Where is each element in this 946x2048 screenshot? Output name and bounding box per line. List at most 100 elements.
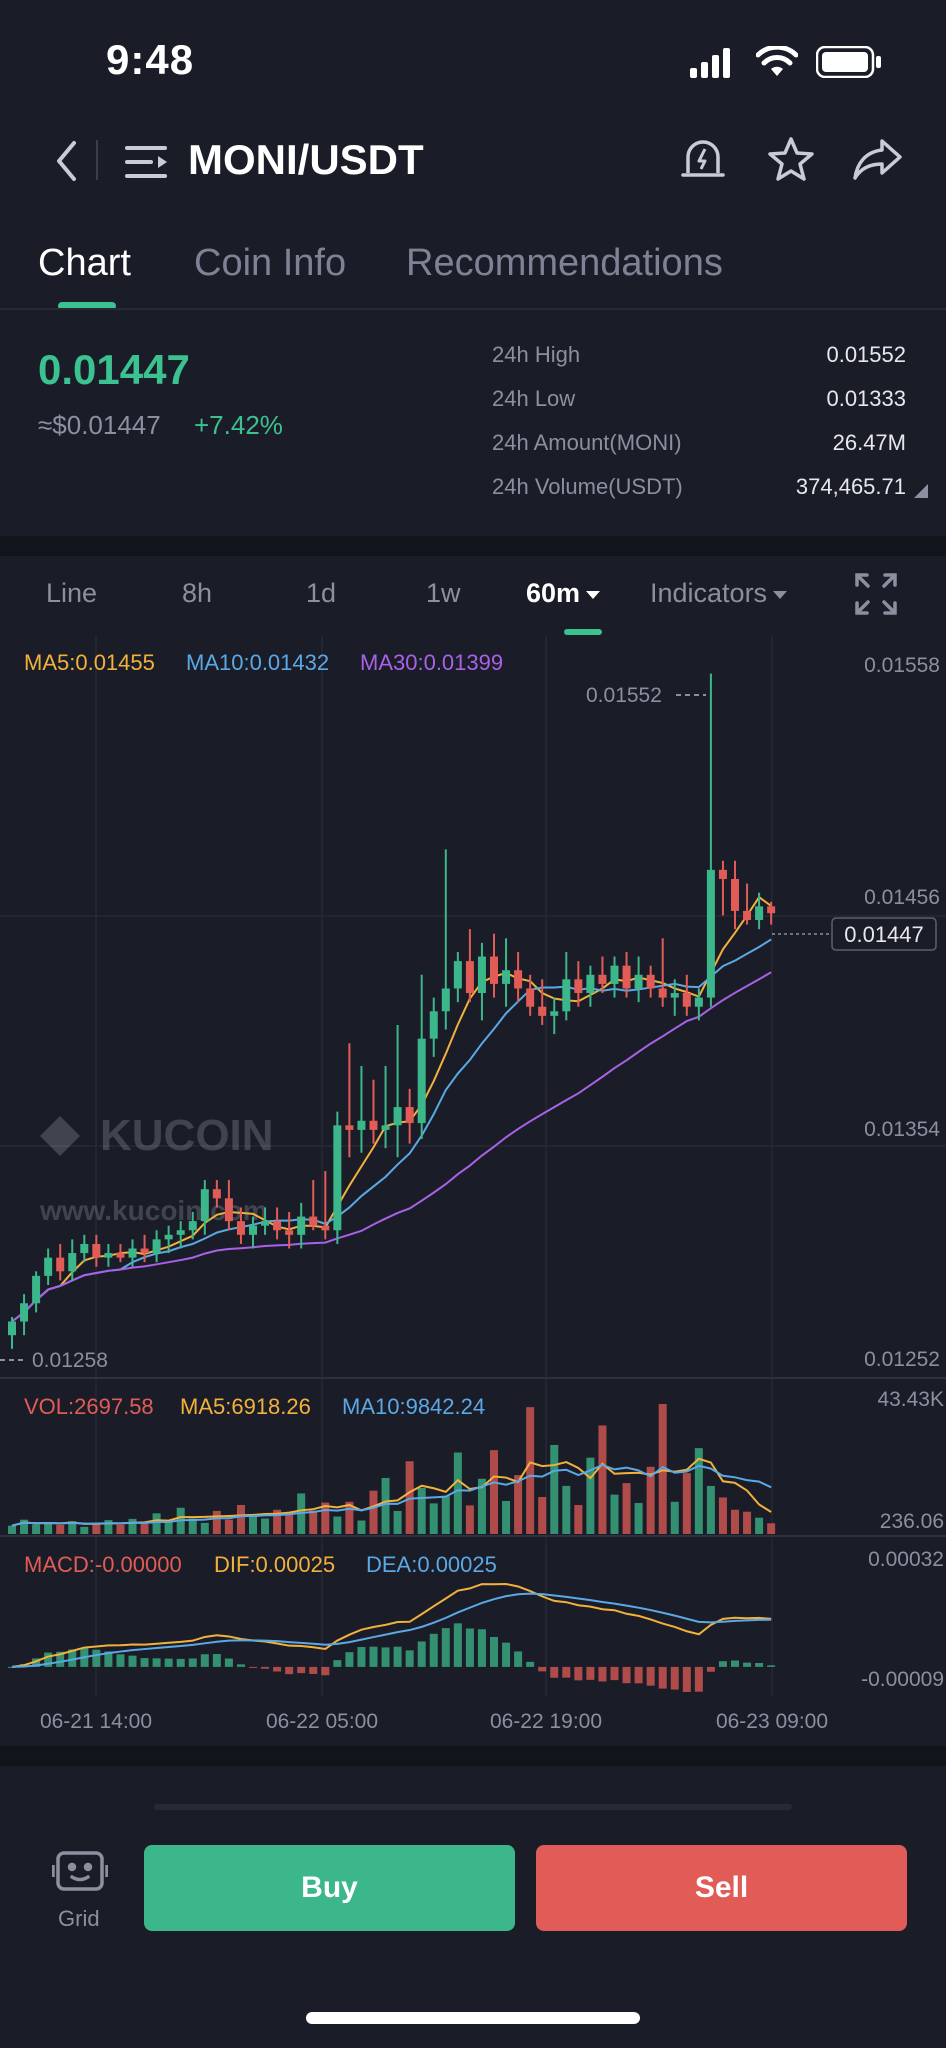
tab-chart[interactable]: Chart xyxy=(38,242,131,284)
macd-histogram-bar xyxy=(309,1666,318,1674)
time-axis-label: 06-21 14:00 xyxy=(40,1710,152,1733)
candle-body xyxy=(297,1216,306,1235)
vol-ma5-legend: MA5:6918.26 xyxy=(180,1394,311,1419)
volume-bar xyxy=(321,1502,330,1534)
macd-histogram-bar xyxy=(514,1651,523,1667)
candle-body xyxy=(80,1243,89,1254)
volume-bar xyxy=(538,1497,547,1534)
macd-histogram-bar xyxy=(755,1662,764,1667)
candle-body xyxy=(68,1253,77,1272)
macd-histogram-bar xyxy=(164,1658,173,1667)
volume-bar xyxy=(682,1473,691,1534)
interval-1d[interactable]: 1d xyxy=(306,578,337,608)
interval-8h[interactable]: 8h xyxy=(182,578,213,608)
volume-bar xyxy=(694,1448,703,1534)
volume-bar xyxy=(622,1483,631,1534)
low-marker-label: 0.01258 xyxy=(32,1349,108,1372)
candle-body xyxy=(658,988,667,998)
macd-histogram-bar xyxy=(44,1652,53,1667)
macd-histogram-bar xyxy=(441,1628,450,1667)
time-axis-label: 06-22 05:00 xyxy=(266,1710,378,1733)
candle-body xyxy=(682,993,691,1007)
candle-body xyxy=(92,1243,101,1258)
macd-histogram-bar xyxy=(140,1658,149,1667)
stat-low-label: 24h Low xyxy=(492,386,576,411)
candle-body xyxy=(369,1120,378,1130)
tab-recommendations[interactable]: Recommendations xyxy=(406,242,723,284)
volume-bar xyxy=(345,1501,354,1534)
macd-histogram-bar xyxy=(417,1641,426,1667)
macd-histogram-bar xyxy=(56,1651,65,1667)
macd-histogram-bar xyxy=(369,1646,378,1667)
macd-histogram-bar xyxy=(658,1666,667,1689)
volume-bar xyxy=(441,1495,450,1534)
macd-histogram-bar xyxy=(381,1647,390,1667)
volume-bar xyxy=(188,1518,197,1534)
dea-legend: DEA:0.00025 xyxy=(366,1552,497,1577)
pair-menu-icon[interactable] xyxy=(124,140,172,184)
macd-histogram-bar xyxy=(718,1661,727,1667)
candle-body xyxy=(200,1189,209,1222)
share-arrow-icon[interactable] xyxy=(850,132,906,186)
volume-bar xyxy=(333,1516,342,1534)
volume-bar xyxy=(453,1452,462,1534)
interval-selected-label: 60m xyxy=(526,578,581,608)
back-chevron-icon[interactable] xyxy=(46,136,86,186)
candle-body xyxy=(176,1230,185,1235)
candle-body xyxy=(646,974,655,989)
candle-body xyxy=(20,1303,29,1322)
candle-body xyxy=(116,1253,125,1258)
macd-histogram-bar xyxy=(224,1658,233,1667)
candle-body xyxy=(128,1248,137,1258)
pair-title[interactable]: MONI/USDT xyxy=(188,136,424,183)
macd-histogram-bar xyxy=(297,1666,306,1674)
candle-body xyxy=(767,906,776,914)
macd-histogram-bar xyxy=(261,1666,270,1669)
macd-histogram-bar xyxy=(682,1666,691,1692)
volume-bar xyxy=(706,1485,715,1534)
cellular-signal-icon xyxy=(690,48,734,83)
candle-body xyxy=(429,1011,438,1039)
tab-coin-info[interactable]: Coin Info xyxy=(194,242,347,284)
macd-histogram-bar xyxy=(743,1662,752,1667)
volume-bar xyxy=(236,1504,245,1534)
candle-body xyxy=(273,1221,282,1231)
candle-body xyxy=(236,1221,245,1235)
interval-selected-dropdown[interactable]: 60m xyxy=(526,578,601,609)
drawer-handle[interactable] xyxy=(154,1804,792,1810)
price-axis-label: 0.01558 xyxy=(864,654,940,677)
macd-histogram-bar xyxy=(610,1666,619,1681)
price-axis-label: 0.01456 xyxy=(864,886,940,909)
candle-body xyxy=(249,1225,257,1235)
sell-button[interactable]: Sell xyxy=(536,1845,907,1931)
indicators-label: Indicators xyxy=(650,578,768,608)
fullscreen-icon[interactable] xyxy=(852,570,900,618)
indicators-dropdown[interactable]: Indicators xyxy=(650,578,788,609)
price-alert-bell-icon[interactable] xyxy=(676,132,730,186)
macd-histogram-bar xyxy=(68,1649,77,1667)
macd-histogram-bar xyxy=(490,1637,498,1667)
buy-button[interactable]: Buy xyxy=(144,1845,515,1931)
candle-body xyxy=(550,1011,559,1016)
volume-bar xyxy=(731,1509,739,1534)
volume-bar xyxy=(68,1521,77,1534)
volume-bar xyxy=(273,1509,282,1534)
volume-bar xyxy=(502,1501,511,1534)
expand-corner-icon[interactable] xyxy=(914,484,928,503)
macd-histogram-bar xyxy=(646,1666,655,1686)
candle-body xyxy=(345,1125,354,1130)
interval-line[interactable]: Line xyxy=(46,578,98,608)
candlestick-chart[interactable]: KUCOIN www.kucoin.com MA5:0.01455 MA10:0… xyxy=(0,636,946,1746)
candle-body xyxy=(441,988,450,1012)
candle-body xyxy=(417,1038,426,1124)
grid-label[interactable]: Grid xyxy=(58,1906,100,1931)
volume-bar xyxy=(381,1477,390,1534)
interval-1w[interactable]: 1w xyxy=(426,578,461,608)
favorite-star-icon[interactable] xyxy=(764,132,818,186)
time-axis-label: 06-23 09:00 xyxy=(716,1710,828,1733)
section-separator xyxy=(0,536,946,556)
candle-body xyxy=(634,974,643,989)
grid-bot-icon[interactable] xyxy=(52,1848,108,1896)
watermark-brand: KUCOIN xyxy=(100,1111,274,1160)
macd-histogram-bar xyxy=(92,1649,101,1667)
